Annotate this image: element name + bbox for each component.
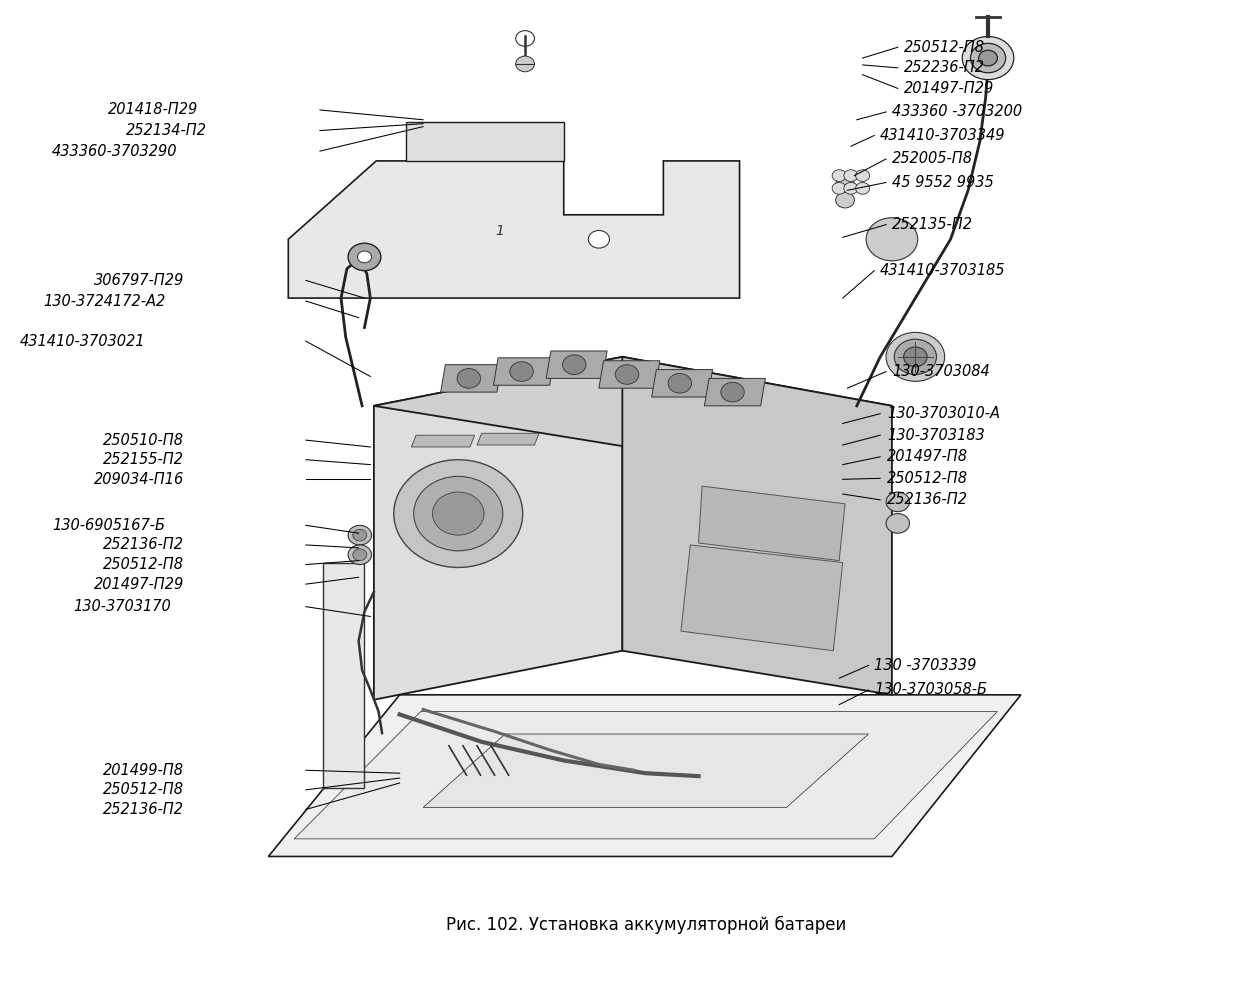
- Circle shape: [509, 362, 533, 381]
- Text: Рис. 102. Установка аккумуляторной батареи: Рис. 102. Установка аккумуляторной батар…: [446, 916, 845, 935]
- Circle shape: [979, 50, 997, 66]
- Polygon shape: [546, 351, 607, 378]
- Polygon shape: [268, 695, 1021, 857]
- Circle shape: [562, 355, 586, 374]
- Polygon shape: [294, 711, 997, 839]
- Polygon shape: [705, 378, 765, 406]
- Circle shape: [357, 251, 372, 263]
- Polygon shape: [681, 545, 843, 651]
- Text: 252135-П2: 252135-П2: [892, 217, 973, 232]
- Text: 250512-П8: 250512-П8: [887, 471, 968, 486]
- Text: 201497-П29: 201497-П29: [94, 577, 184, 592]
- Text: 431410-3703021: 431410-3703021: [20, 334, 146, 349]
- Circle shape: [904, 347, 927, 367]
- Text: 130 -3703339: 130 -3703339: [874, 658, 976, 673]
- Text: 201497-П29: 201497-П29: [904, 81, 994, 96]
- Circle shape: [855, 183, 870, 195]
- Circle shape: [352, 530, 367, 541]
- Text: 252236-П2: 252236-П2: [904, 60, 985, 75]
- Circle shape: [394, 459, 523, 567]
- Polygon shape: [441, 365, 502, 392]
- Text: 250512-П8: 250512-П8: [103, 557, 184, 572]
- Circle shape: [836, 177, 854, 193]
- Circle shape: [457, 369, 481, 388]
- Circle shape: [349, 243, 381, 271]
- Circle shape: [414, 476, 503, 551]
- Circle shape: [836, 193, 854, 207]
- Text: 252136-П2: 252136-П2: [887, 492, 968, 508]
- Circle shape: [844, 170, 858, 182]
- Circle shape: [352, 549, 367, 560]
- Circle shape: [844, 183, 858, 195]
- Circle shape: [349, 545, 372, 564]
- Circle shape: [588, 230, 609, 248]
- Text: 130-3703010-А: 130-3703010-А: [887, 406, 1000, 421]
- Circle shape: [855, 170, 870, 182]
- Polygon shape: [412, 436, 475, 447]
- Circle shape: [667, 373, 691, 393]
- Text: 130-3703183: 130-3703183: [887, 428, 985, 443]
- Text: 201497-П8: 201497-П8: [887, 450, 968, 464]
- Text: 250510-П8: 250510-П8: [103, 433, 184, 448]
- Polygon shape: [651, 370, 713, 397]
- Text: 252005-П8: 252005-П8: [892, 151, 973, 166]
- Circle shape: [970, 43, 1006, 73]
- Text: 252155-П2: 252155-П2: [103, 453, 184, 467]
- Text: 201418-П29: 201418-П29: [108, 103, 198, 118]
- Polygon shape: [493, 358, 555, 385]
- Circle shape: [832, 170, 847, 182]
- Circle shape: [616, 365, 639, 384]
- Text: 130-3724172-А2: 130-3724172-А2: [43, 293, 166, 308]
- Text: 250512-П8: 250512-П8: [103, 782, 184, 797]
- Text: 433360-3703290: 433360-3703290: [52, 143, 177, 159]
- Circle shape: [832, 183, 847, 195]
- Polygon shape: [373, 357, 623, 700]
- Circle shape: [886, 514, 910, 534]
- Text: 130-3703084: 130-3703084: [892, 364, 990, 379]
- Circle shape: [886, 492, 910, 512]
- Text: 1: 1: [494, 224, 504, 238]
- Text: 306797-П29: 306797-П29: [94, 273, 184, 288]
- Circle shape: [349, 526, 372, 545]
- Text: 250512-П8: 250512-П8: [904, 40, 985, 54]
- Text: 130-3703058-Б: 130-3703058-Б: [874, 683, 988, 698]
- Circle shape: [886, 332, 944, 381]
- Circle shape: [721, 382, 744, 402]
- Text: 201499-П8: 201499-П8: [103, 763, 184, 778]
- Polygon shape: [373, 357, 892, 450]
- Polygon shape: [599, 361, 660, 388]
- Text: 252136-П2: 252136-П2: [103, 802, 184, 817]
- Text: 209034-П16: 209034-П16: [94, 472, 184, 487]
- Text: 252136-П2: 252136-П2: [103, 537, 184, 552]
- Text: 431410-3703349: 431410-3703349: [880, 127, 1006, 143]
- Text: 130-6905167-Б: 130-6905167-Б: [52, 518, 166, 533]
- Polygon shape: [423, 734, 869, 807]
- Polygon shape: [623, 357, 892, 695]
- Text: 433360 -3703200: 433360 -3703200: [892, 105, 1022, 120]
- Text: 431410-3703185: 431410-3703185: [880, 263, 1006, 279]
- Circle shape: [866, 217, 917, 261]
- Circle shape: [515, 56, 534, 72]
- Polygon shape: [698, 486, 845, 560]
- Text: 130-3703170: 130-3703170: [73, 599, 171, 615]
- Polygon shape: [324, 562, 365, 787]
- Polygon shape: [405, 122, 564, 161]
- Circle shape: [963, 37, 1014, 80]
- Text: 45 9552 9935: 45 9552 9935: [892, 175, 994, 190]
- Circle shape: [895, 339, 937, 374]
- Polygon shape: [477, 434, 539, 445]
- Text: 252134-П2: 252134-П2: [126, 124, 208, 138]
- Circle shape: [433, 492, 485, 535]
- Polygon shape: [288, 161, 739, 298]
